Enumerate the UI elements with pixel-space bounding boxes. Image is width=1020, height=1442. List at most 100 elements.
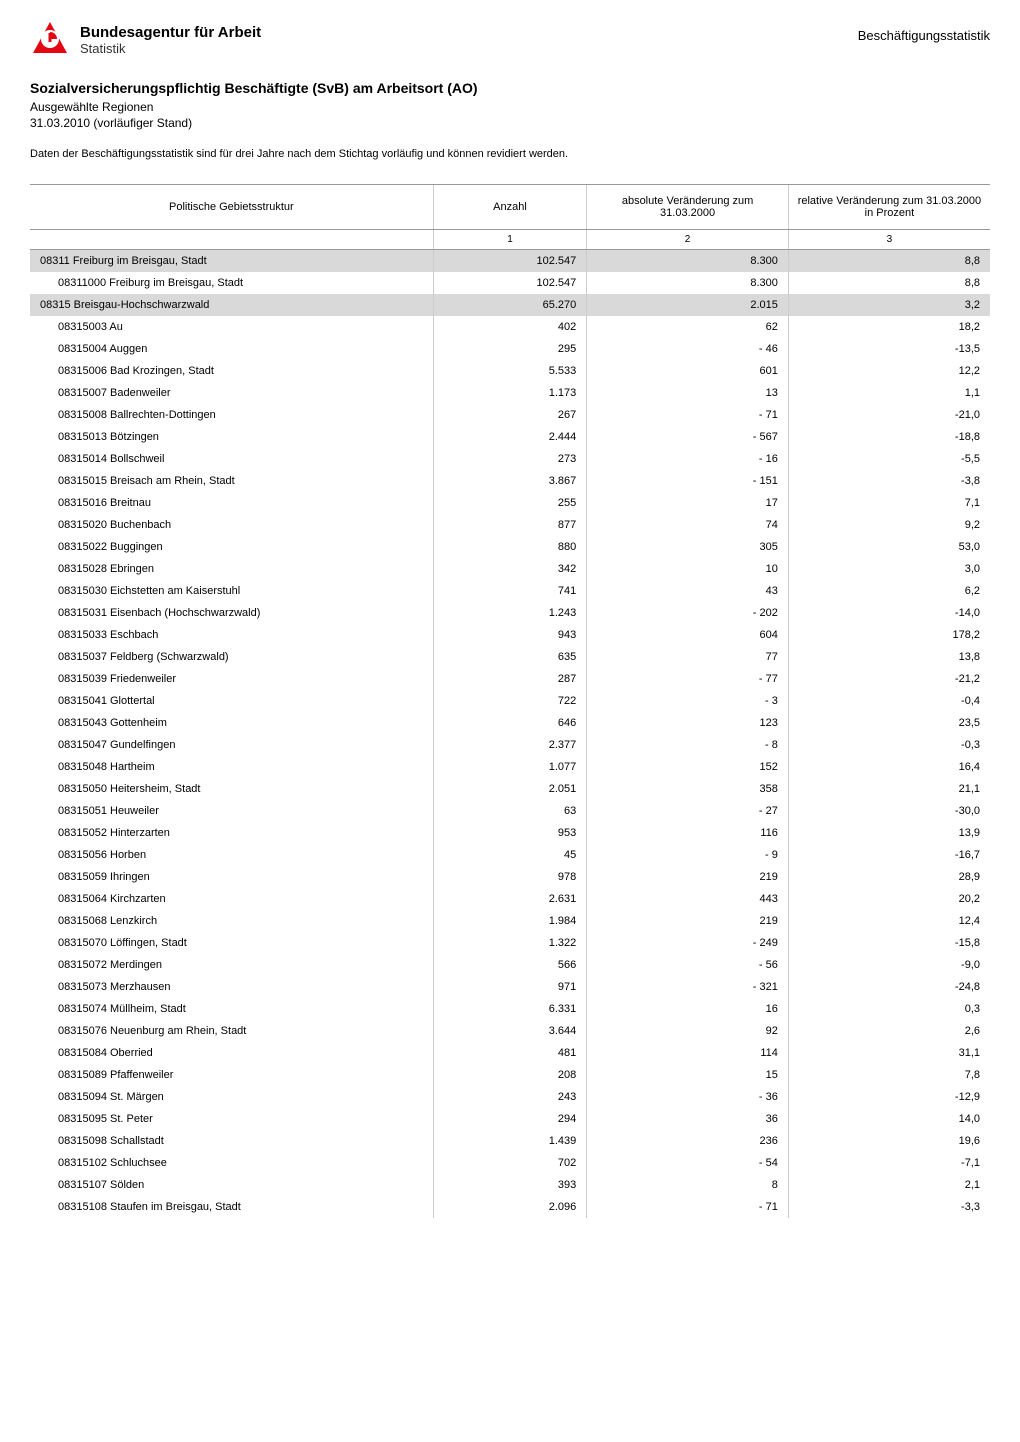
table-body: 08311 Freiburg im Breisgau, Stadt102.547… — [30, 250, 990, 1219]
cell-region: 08315056 Horben — [30, 844, 433, 866]
cell-rel: 9,2 — [788, 514, 990, 536]
cell-rel: 28,9 — [788, 866, 990, 888]
cell-region: 08315098 Schallstadt — [30, 1130, 433, 1152]
table-row: 08315041 Glottertal722- 3-0,4 — [30, 690, 990, 712]
cell-rel: 13,9 — [788, 822, 990, 844]
cell-rel: 12,4 — [788, 910, 990, 932]
cell-rel: 16,4 — [788, 756, 990, 778]
header-right-label: Beschäftigungsstatistik — [858, 20, 990, 43]
cell-region: 08315051 Heuweiler — [30, 800, 433, 822]
cell-anzahl: 2.096 — [433, 1196, 587, 1218]
table-row: 08315072 Merdingen566- 56-9,0 — [30, 954, 990, 976]
data-table: Politische Gebietsstruktur Anzahl absolu… — [30, 184, 990, 1218]
cell-region: 08315048 Hartheim — [30, 756, 433, 778]
cell-rel: -3,3 — [788, 1196, 990, 1218]
col-header-rel: relative Veränderung zum 31.03.2000 in P… — [788, 185, 990, 230]
cell-anzahl: 481 — [433, 1042, 587, 1064]
cell-region: 08315068 Lenzkirch — [30, 910, 433, 932]
report-date: 31.03.2010 (vorläufiger Stand) — [30, 116, 990, 130]
cell-region: 08315094 St. Märgen — [30, 1086, 433, 1108]
cell-abs: 13 — [587, 382, 789, 404]
cell-region: 08315095 St. Peter — [30, 1108, 433, 1130]
cell-abs: 604 — [587, 624, 789, 646]
cell-rel: 178,2 — [788, 624, 990, 646]
cell-abs: 77 — [587, 646, 789, 668]
cell-region: 08311 Freiburg im Breisgau, Stadt — [30, 250, 433, 273]
table-row: 08315028 Ebringen342103,0 — [30, 558, 990, 580]
cell-abs: - 54 — [587, 1152, 789, 1174]
cell-rel: 20,2 — [788, 888, 990, 910]
cell-anzahl: 5.533 — [433, 360, 587, 382]
col-num-3: 3 — [788, 230, 990, 250]
cell-abs: - 16 — [587, 448, 789, 470]
cell-region: 08315074 Müllheim, Stadt — [30, 998, 433, 1020]
col-num-1: 1 — [433, 230, 587, 250]
cell-anzahl: 702 — [433, 1152, 587, 1174]
cell-anzahl: 971 — [433, 976, 587, 998]
cell-abs: - 8 — [587, 734, 789, 756]
logo-subtitle: Statistik — [80, 41, 261, 56]
agency-logo-icon — [30, 20, 70, 60]
cell-abs: 8 — [587, 1174, 789, 1196]
cell-region: 08315 Breisgau-Hochschwarzwald — [30, 294, 433, 316]
table-row: 08315022 Buggingen88030553,0 — [30, 536, 990, 558]
cell-anzahl: 1.077 — [433, 756, 587, 778]
table-row: 08315016 Breitnau255177,1 — [30, 492, 990, 514]
table-row: 08315064 Kirchzarten2.63144320,2 — [30, 888, 990, 910]
cell-abs: 8.300 — [587, 250, 789, 273]
cell-anzahl: 877 — [433, 514, 587, 536]
cell-region: 08315004 Auggen — [30, 338, 433, 360]
cell-region: 08315020 Buchenbach — [30, 514, 433, 536]
table-row: 08315037 Feldberg (Schwarzwald)6357713,8 — [30, 646, 990, 668]
table-row: 08315089 Pfaffenweiler208157,8 — [30, 1064, 990, 1086]
cell-rel: 7,1 — [788, 492, 990, 514]
cell-region: 08315008 Ballrechten-Dottingen — [30, 404, 433, 426]
table-row: 08315084 Oberried48111431,1 — [30, 1042, 990, 1064]
table-row: 08315030 Eichstetten am Kaiserstuhl74143… — [30, 580, 990, 602]
table-row: 08315007 Badenweiler1.173131,1 — [30, 382, 990, 404]
cell-rel: -3,8 — [788, 470, 990, 492]
table-row: 08315004 Auggen295- 46-13,5 — [30, 338, 990, 360]
cell-abs: 17 — [587, 492, 789, 514]
cell-rel: -5,5 — [788, 448, 990, 470]
cell-anzahl: 943 — [433, 624, 587, 646]
table-row: 08315068 Lenzkirch1.98421912,4 — [30, 910, 990, 932]
table-row: 08315102 Schluchsee702- 54-7,1 — [30, 1152, 990, 1174]
cell-abs: 116 — [587, 822, 789, 844]
cell-anzahl: 342 — [433, 558, 587, 580]
cell-abs: - 202 — [587, 602, 789, 624]
cell-rel: 14,0 — [788, 1108, 990, 1130]
logo-text: Bundesagentur für Arbeit Statistik — [80, 24, 261, 56]
table-row: 08311000 Freiburg im Breisgau, Stadt102.… — [30, 272, 990, 294]
cell-rel: -21,2 — [788, 668, 990, 690]
table-row: 08315043 Gottenheim64612323,5 — [30, 712, 990, 734]
cell-region: 08315014 Bollschweil — [30, 448, 433, 470]
table-row: 08315074 Müllheim, Stadt6.331160,3 — [30, 998, 990, 1020]
table-row: 08315006 Bad Krozingen, Stadt5.53360112,… — [30, 360, 990, 382]
cell-region: 08315107 Sölden — [30, 1174, 433, 1196]
cell-abs: 2.015 — [587, 294, 789, 316]
table-row: 08315014 Bollschweil273- 16-5,5 — [30, 448, 990, 470]
cell-region: 08315006 Bad Krozingen, Stadt — [30, 360, 433, 382]
cell-rel: -7,1 — [788, 1152, 990, 1174]
table-row: 08315050 Heitersheim, Stadt2.05135821,1 — [30, 778, 990, 800]
cell-region: 08315050 Heitersheim, Stadt — [30, 778, 433, 800]
cell-abs: 123 — [587, 712, 789, 734]
cell-abs: - 77 — [587, 668, 789, 690]
cell-abs: - 9 — [587, 844, 789, 866]
cell-rel: -30,0 — [788, 800, 990, 822]
table-row: 08315076 Neuenburg am Rhein, Stadt3.6449… — [30, 1020, 990, 1042]
table-row: 08311 Freiburg im Breisgau, Stadt102.547… — [30, 250, 990, 273]
cell-region: 08315007 Badenweiler — [30, 382, 433, 404]
cell-anzahl: 63 — [433, 800, 587, 822]
cell-region: 08315041 Glottertal — [30, 690, 433, 712]
cell-anzahl: 6.331 — [433, 998, 587, 1020]
cell-anzahl: 2.444 — [433, 426, 587, 448]
cell-anzahl: 294 — [433, 1108, 587, 1130]
col-header-anzahl: Anzahl — [433, 185, 587, 230]
cell-abs: 219 — [587, 866, 789, 888]
cell-abs: 219 — [587, 910, 789, 932]
cell-anzahl: 287 — [433, 668, 587, 690]
cell-abs: - 151 — [587, 470, 789, 492]
cell-region: 08315030 Eichstetten am Kaiserstuhl — [30, 580, 433, 602]
